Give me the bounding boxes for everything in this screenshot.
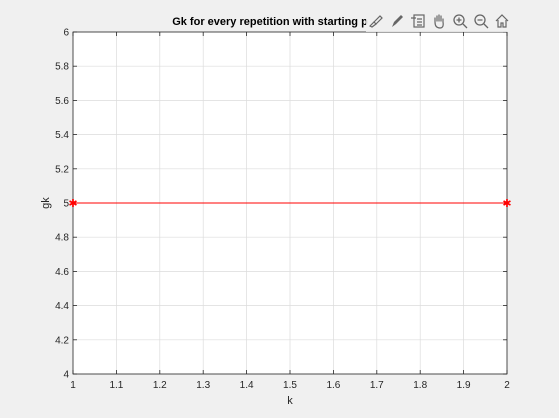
- y-tick-label: 4.8: [55, 233, 69, 244]
- chart-title: Gk for every repetition with starting p: [172, 16, 368, 28]
- y-tick-label: 5: [63, 199, 69, 210]
- brush-icon[interactable]: [366, 11, 385, 31]
- x-tick-label: 1: [70, 380, 76, 391]
- x-axis-label: k: [287, 395, 293, 407]
- series: ✱ ✱: [68, 197, 511, 210]
- pen-icon[interactable]: [387, 11, 406, 31]
- data-point-marker: ✱: [502, 197, 511, 210]
- y-axis-label: gk: [40, 197, 52, 209]
- x-tick-label: 1.1: [109, 380, 123, 391]
- y-tick-label: 4: [63, 370, 69, 381]
- x-tick-label: 2: [504, 380, 510, 391]
- y-tick-label: 4.6: [55, 267, 69, 278]
- x-tick-label: 1.3: [196, 380, 210, 391]
- x-tick-label: 1.6: [326, 380, 340, 391]
- legend-icon[interactable]: [408, 11, 427, 31]
- home-icon[interactable]: [492, 11, 511, 31]
- x-tick-label: 1.2: [153, 380, 167, 391]
- y-tick-label: 5.4: [55, 130, 69, 141]
- y-tick-label: 5.2: [55, 164, 69, 175]
- pan-icon[interactable]: [429, 11, 448, 31]
- y-tick-label: 4.4: [55, 301, 69, 312]
- ticks: 1 1.1 1.2 1.3 1.4 1.5 1.6 1.7 1.8 1.9 2 4 4.2 4.4 4.6 4…: [55, 28, 510, 392]
- data-point-marker: ✱: [68, 197, 77, 210]
- x-tick-label: 1.8: [413, 380, 427, 391]
- y-tick-label: 4.2: [55, 335, 69, 346]
- axes-toolbar: [366, 10, 511, 32]
- zoom-out-icon[interactable]: [471, 11, 490, 31]
- y-tick-label: 6: [63, 28, 69, 39]
- x-tick-label: 1.9: [457, 380, 471, 391]
- zoom-in-icon[interactable]: [450, 11, 469, 31]
- x-tick-label: 1.4: [240, 380, 254, 391]
- y-tick-label: 5.8: [55, 62, 69, 73]
- x-tick-label: 1.7: [370, 380, 384, 391]
- x-tick-label: 1.5: [283, 380, 297, 391]
- y-tick-label: 5.6: [55, 96, 69, 107]
